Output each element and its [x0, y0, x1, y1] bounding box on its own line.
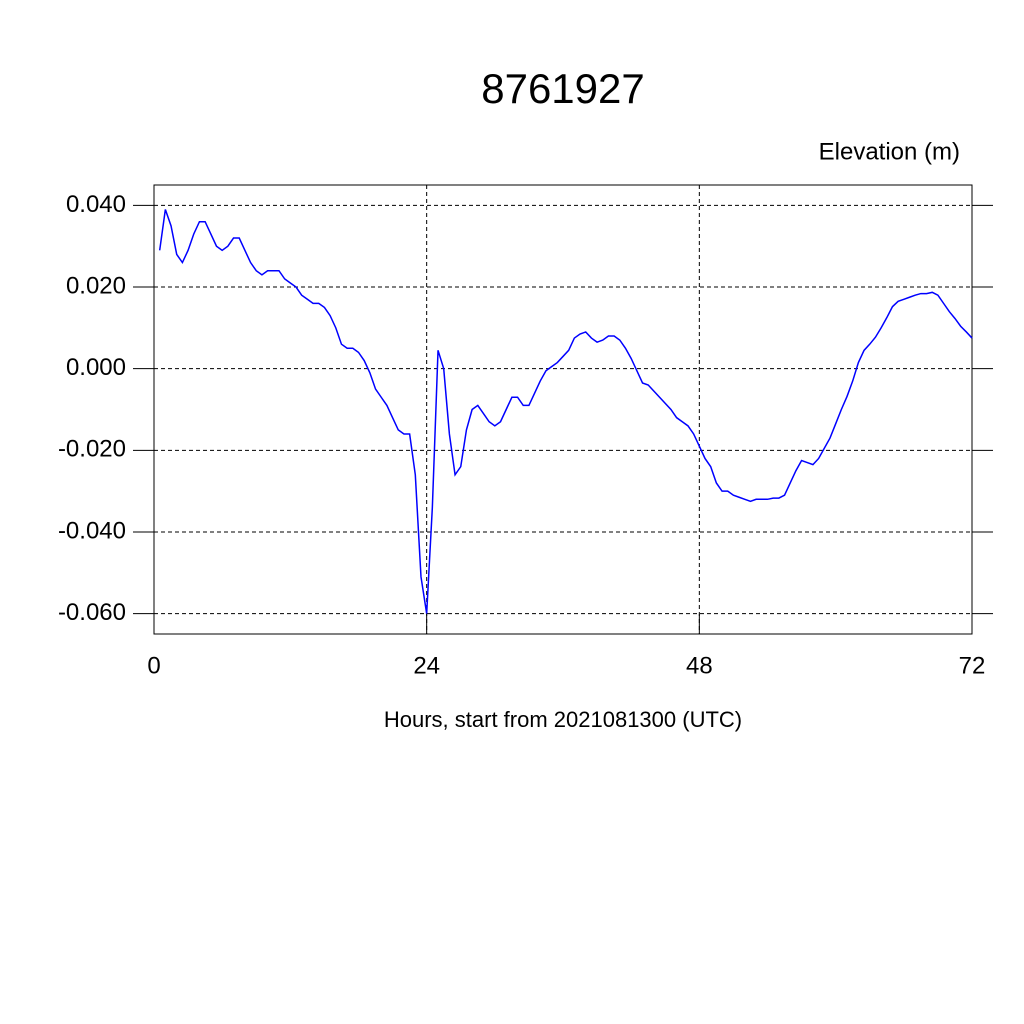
chart-title: 8761927 — [481, 65, 645, 112]
y-tick-label: -0.040 — [58, 517, 126, 544]
y-tick-label: 0.020 — [66, 272, 126, 299]
y-tick-label: -0.020 — [58, 436, 126, 463]
x-tick-label: 0 — [147, 652, 160, 679]
y-tick-label: -0.060 — [58, 599, 126, 626]
x-axis-label: Hours, start from 2021081300 (UTC) — [384, 707, 742, 732]
data-line — [158, 209, 973, 614]
y-axis-label: Elevation (m) — [819, 138, 960, 165]
plot-frame — [153, 184, 973, 635]
x-tick-label: 48 — [686, 652, 713, 679]
x-tick-label: 24 — [413, 652, 440, 679]
x-tick-label: 72 — [959, 652, 986, 679]
y-tick-label: 0.040 — [66, 191, 126, 218]
y-tick-label: 0.000 — [66, 354, 126, 381]
